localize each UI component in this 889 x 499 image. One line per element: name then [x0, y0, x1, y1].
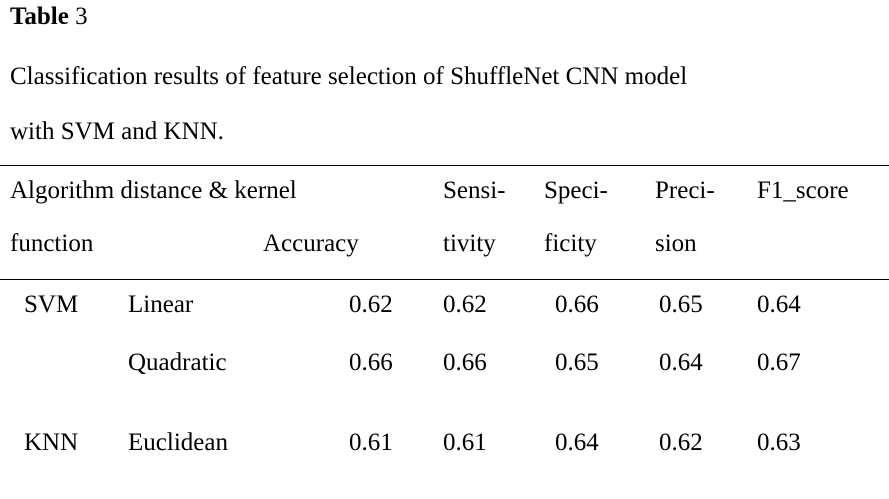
header-precision-line-1: Preci- — [655, 177, 715, 204]
cell-precision: 0.62 — [659, 429, 703, 456]
table-top-rule — [0, 165, 889, 166]
cell-accuracy: 0.61 — [349, 429, 393, 456]
cell-algorithm: KNN — [24, 429, 79, 456]
header-sensitivity-line-2: tivity — [443, 230, 496, 257]
header-accuracy: Accuracy — [263, 230, 359, 257]
table-label-number: 3 — [68, 3, 88, 30]
header-specificity-line-2: ficity — [544, 230, 597, 257]
cell-sensitivity: 0.62 — [443, 291, 487, 318]
cell-specificity: 0.64 — [555, 429, 599, 456]
cell-algorithm: SVM — [24, 291, 79, 318]
cell-f1-score: 0.64 — [757, 291, 801, 318]
table-label: Table 3 — [10, 4, 88, 29]
cell-precision: 0.64 — [659, 349, 703, 376]
cell-accuracy: 0.62 — [349, 291, 393, 318]
header-f1-score: F1_score — [757, 177, 849, 204]
table-label-bold: Table — [10, 3, 69, 30]
table-caption-line-2: with SVM and KNN. — [10, 118, 224, 145]
header-precision-line-2: sion — [655, 230, 697, 257]
cell-kernel: Quadratic — [128, 349, 227, 376]
table-header-rule — [0, 279, 889, 280]
header-algorithm-line-2: function — [10, 230, 94, 257]
header-algorithm-line-1: Algorithm distance & kernel — [10, 177, 297, 204]
cell-sensitivity: 0.66 — [443, 349, 487, 376]
cell-sensitivity: 0.61 — [443, 429, 487, 456]
cell-accuracy: 0.66 — [349, 349, 393, 376]
cell-f1-score: 0.67 — [757, 349, 801, 376]
header-specificity-line-1: Speci- — [544, 177, 608, 204]
cell-specificity: 0.66 — [555, 291, 599, 318]
cell-f1-score: 0.63 — [757, 429, 801, 456]
cell-kernel: Linear — [128, 291, 194, 318]
cell-precision: 0.65 — [659, 291, 703, 318]
header-sensitivity-line-1: Sensi- — [443, 177, 506, 204]
cell-specificity: 0.65 — [555, 349, 599, 376]
cell-kernel: Euclidean — [128, 429, 228, 456]
table-caption-line-1: Classification results of feature select… — [10, 63, 688, 90]
